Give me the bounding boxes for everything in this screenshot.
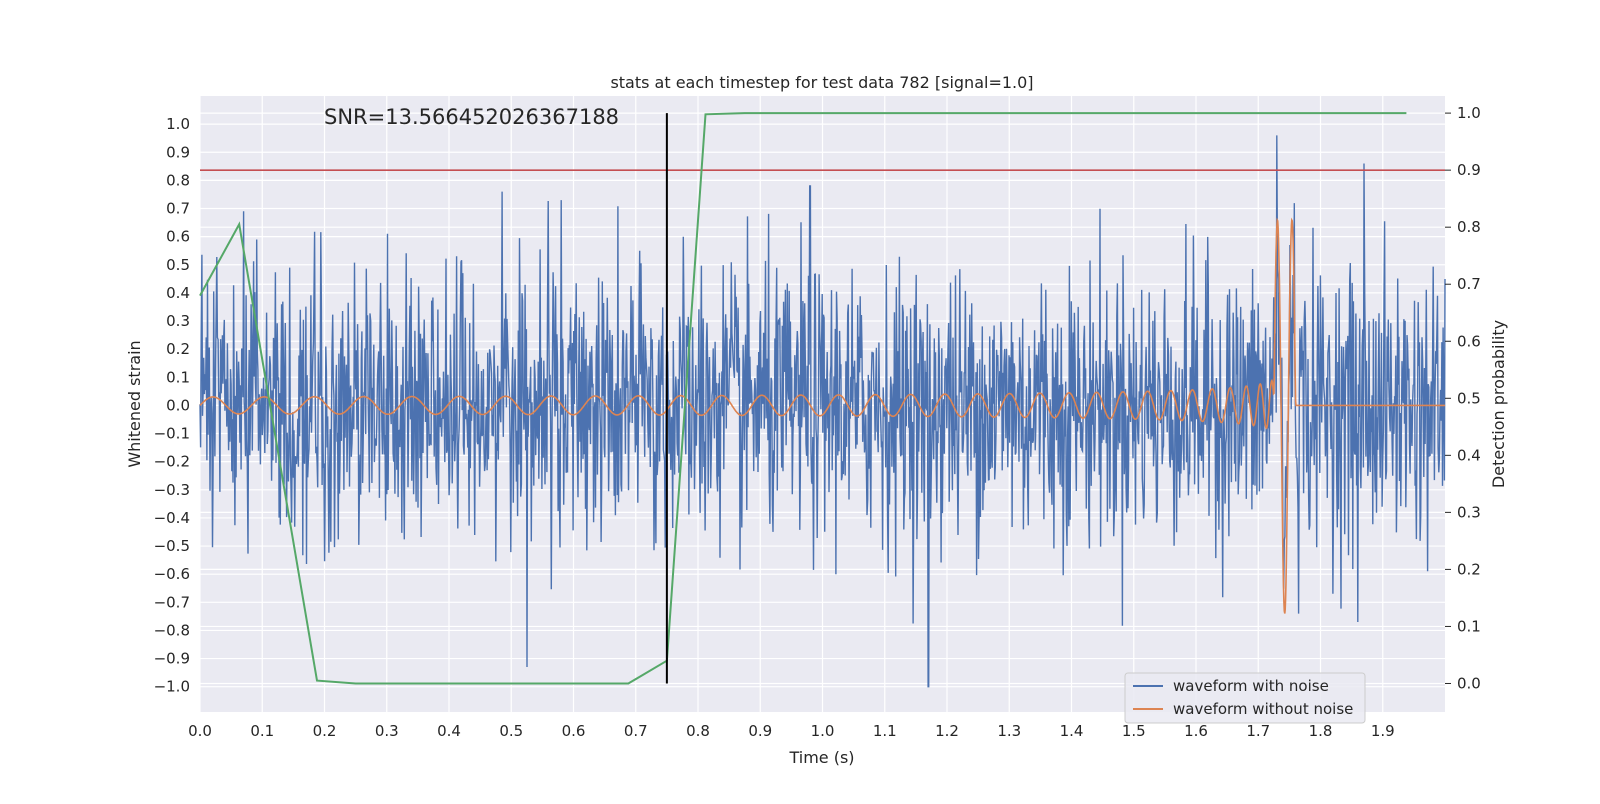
x-tick-label: 1.1: [873, 722, 897, 740]
x-tick-label: 0.1: [250, 722, 274, 740]
x-tick-label: 1.3: [997, 722, 1021, 740]
x-tick-label: 1.8: [1309, 722, 1333, 740]
y-tick-label: 0.4: [166, 284, 190, 302]
y-right-tick-label: 0.0: [1457, 674, 1481, 692]
legend-label-clean: waveform without noise: [1173, 700, 1353, 718]
x-tick-label: 0.7: [624, 722, 648, 740]
y-tick-label: 0.0: [166, 396, 190, 414]
snr-annotation: SNR=13.566452026367188: [324, 105, 619, 129]
y-axis-right: 1.0 0.9 0.8 0.7 0.6 0.5 0.4 0.3 0.2 0.1 0.0: [1445, 104, 1481, 692]
x-axis: 0.0 0.1 0.2 0.3 0.4 0.5 0.6 0.7 0.8 0.9 1.0 1.1 1.2 1…: [188, 722, 1395, 740]
y-tick-label: −0.1: [154, 425, 190, 443]
y-tick-label: −0.9: [154, 650, 190, 668]
y-axis-left: 1.0 0.9 0.8 0.7 0.6 0.5 0.4 0.3 0.2 0.1 0.0 −0.1 −0.…: [154, 115, 190, 696]
y-tick-label: 0.7: [166, 200, 190, 218]
y-right-tick-label: 0.6: [1457, 332, 1481, 350]
x-tick-label: 0.8: [686, 722, 710, 740]
y-tick-label: −1.0: [154, 678, 190, 696]
y-tick-label: 0.6: [166, 228, 190, 246]
y-right-tick-label: 0.8: [1457, 218, 1481, 236]
grid: [199, 96, 1445, 712]
y-axis-label: Whitened strain: [125, 340, 144, 467]
y-right-tick-label: 0.3: [1457, 503, 1481, 521]
x-tick-label: 0.4: [437, 722, 461, 740]
y-tick-label: 0.8: [166, 171, 190, 189]
y-tick-label: −0.4: [154, 509, 190, 527]
y-tick-label: 0.2: [166, 340, 190, 358]
series-detection-probability: [199, 112, 1407, 685]
y-tick-label: −0.5: [154, 537, 190, 555]
x-tick-label: 1.7: [1246, 722, 1270, 740]
x-tick-label: 0.0: [188, 722, 212, 740]
y-tick-label: −0.8: [154, 621, 190, 639]
y-right-tick-label: 0.5: [1457, 389, 1481, 407]
legend-label-noise: waveform with noise: [1173, 677, 1329, 695]
chart-title: stats at each timestep for test data 782…: [610, 73, 1033, 92]
y-right-tick-label: 0.1: [1457, 617, 1481, 635]
x-tick-label: 1.0: [811, 722, 835, 740]
x-tick-label: 1.4: [1060, 722, 1084, 740]
legend-box: [1124, 672, 1366, 724]
y-right-tick-label: 0.4: [1457, 446, 1481, 464]
y-right-tick-label: 0.9: [1457, 161, 1481, 179]
y-tick-label: −0.3: [154, 481, 190, 499]
x-tick-label: 0.5: [499, 722, 523, 740]
y-tick-label: 0.9: [166, 143, 190, 161]
y-tick-label: −0.2: [154, 453, 190, 471]
x-axis-label: Time (s): [788, 748, 854, 767]
x-tick-label: 1.6: [1184, 722, 1208, 740]
x-tick-label: 1.9: [1371, 722, 1395, 740]
y-axis-right-label: Detection probability: [1489, 320, 1508, 488]
x-tick-label: 1.2: [935, 722, 959, 740]
y-right-tick-label: 0.7: [1457, 275, 1481, 293]
y-right-tick-label: 0.2: [1457, 560, 1481, 578]
series-layer: [199, 112, 1446, 688]
y-tick-label: −0.6: [154, 565, 190, 583]
y-tick-label: 0.1: [166, 368, 190, 386]
y-right-tick-label: 1.0: [1457, 104, 1481, 122]
x-tick-label: 0.9: [748, 722, 772, 740]
y-tick-label: 0.3: [166, 312, 190, 330]
series-waveform-without-noise: [199, 217, 1445, 614]
y-tick-label: 0.5: [166, 256, 190, 274]
y-tick-label: −0.7: [154, 593, 190, 611]
x-tick-label: 0.6: [562, 722, 586, 740]
x-tick-label: 1.5: [1122, 722, 1146, 740]
x-tick-label: 0.3: [375, 722, 399, 740]
x-tick-label: 0.2: [313, 722, 337, 740]
y-tick-label: 1.0: [166, 115, 190, 133]
legend: waveform with noise waveform without noi…: [1124, 672, 1366, 724]
